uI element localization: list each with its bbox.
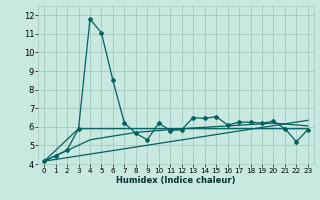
X-axis label: Humidex (Indice chaleur): Humidex (Indice chaleur): [116, 176, 236, 185]
